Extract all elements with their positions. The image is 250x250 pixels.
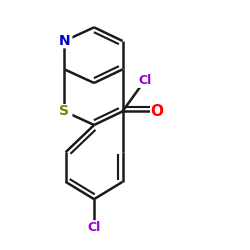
FancyBboxPatch shape <box>56 104 72 119</box>
FancyBboxPatch shape <box>135 73 154 88</box>
FancyBboxPatch shape <box>84 220 104 235</box>
Text: O: O <box>151 104 164 119</box>
FancyBboxPatch shape <box>56 34 72 48</box>
Text: N: N <box>58 34 70 48</box>
Text: Cl: Cl <box>138 74 151 87</box>
Text: Cl: Cl <box>88 221 101 234</box>
Text: S: S <box>60 104 70 118</box>
FancyBboxPatch shape <box>150 104 164 119</box>
